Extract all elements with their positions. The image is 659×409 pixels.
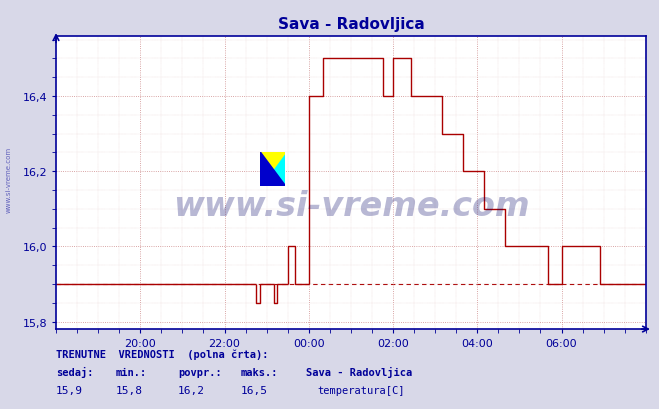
Text: www.si-vreme.com: www.si-vreme.com: [173, 190, 529, 223]
Text: Sava - Radovljica: Sava - Radovljica: [306, 366, 413, 377]
Text: TRENUTNE  VREDNOSTI  (polna črta):: TRENUTNE VREDNOSTI (polna črta):: [56, 348, 268, 359]
Text: 15,9: 15,9: [56, 384, 83, 395]
Text: sedaj:: sedaj:: [56, 366, 94, 377]
Text: povpr.:: povpr.:: [178, 367, 221, 377]
Polygon shape: [260, 153, 285, 186]
Text: temperatura[C]: temperatura[C]: [318, 384, 405, 395]
Text: 16,5: 16,5: [241, 384, 268, 395]
Text: 16,2: 16,2: [178, 384, 205, 395]
Text: 15,8: 15,8: [115, 384, 142, 395]
Title: Sava - Radovljica: Sava - Radovljica: [277, 16, 424, 31]
Polygon shape: [260, 153, 285, 186]
Text: min.:: min.:: [115, 367, 146, 377]
Text: www.si-vreme.com: www.si-vreme.com: [5, 147, 11, 213]
Polygon shape: [260, 153, 285, 186]
Text: maks.:: maks.:: [241, 367, 278, 377]
